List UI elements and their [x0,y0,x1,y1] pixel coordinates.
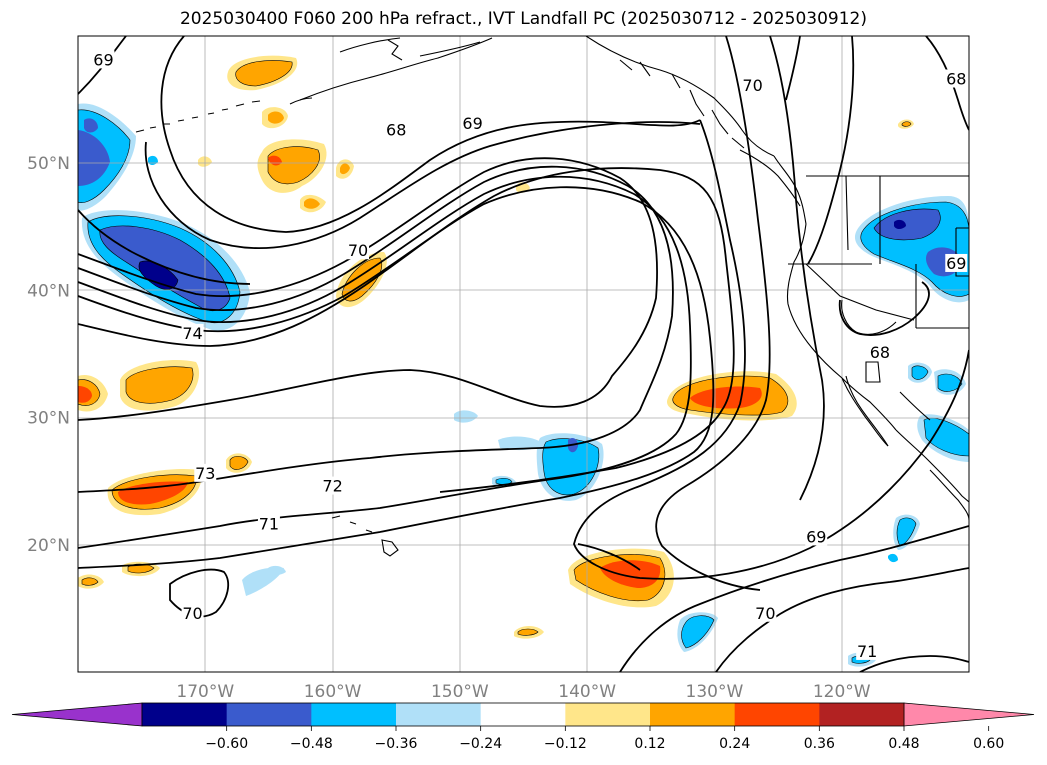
lon-tick-label: 120°W [813,682,871,702]
colorbar-segment [650,703,736,726]
lon-tick-label: 150°W [431,682,489,702]
svg-text:70: 70 [742,76,762,95]
colorbar-tick-label: −0.24 [459,736,502,752]
svg-text:68: 68 [946,70,966,89]
refractivity-contours [78,36,969,672]
coastlines [135,36,969,557]
contour-label: 73 [194,463,217,483]
lon-tick-label: 140°W [558,682,616,702]
colorbar-tick-label: 0.60 [973,736,1004,752]
colorbar-segment [565,703,651,726]
svg-text:69: 69 [462,114,482,133]
colorbar-tick-label: −0.12 [544,736,587,752]
svg-text:68: 68 [386,120,406,139]
contour-label: 69 [805,527,828,546]
lon-tick-label: 170°W [176,682,234,702]
colorbar-segment [734,703,820,726]
contour-label: 69 [461,114,484,133]
contour-label: 68 [945,69,968,89]
lat-tick-label: 20°N [27,536,70,556]
svg-text:68: 68 [870,343,890,362]
lat-tick-label: 50°N [27,154,70,174]
colorbar-tick-label: 0.36 [804,736,835,752]
positive-anomaly-fill [78,55,914,639]
lat-tick-label: 40°N [27,281,70,301]
contour-label: 71 [257,514,280,534]
lat-tick-label: 30°N [27,409,70,429]
contour-label: 70 [741,75,764,95]
contour-labels: 69 68 69 70 68 70 74 69 68 73 72 71 69 70 70 71 [92,50,968,661]
svg-text:72: 72 [322,477,342,496]
colorbar-segment [480,703,566,726]
contour-label: 70 [347,241,370,260]
colorbar-segment [396,703,482,726]
contour-label: 70 [181,603,204,623]
svg-text:69: 69 [946,254,966,273]
svg-text:70: 70 [755,604,775,623]
colorbar-extend-min [11,702,143,727]
svg-text:73: 73 [195,464,215,483]
map-background [78,36,969,672]
colorbar-segment [226,703,312,726]
negative-anomaly-fill [78,103,969,667]
colorbar-tick-label: −0.48 [290,736,333,752]
contour-label: 69 [945,254,968,273]
colorbar-tick-label: −0.60 [205,736,248,752]
colorbar-segment [819,703,905,726]
latitude-labels: 50°N 40°N 30°N 20°N [27,154,70,556]
colorbar-segment [311,703,397,726]
contour-label: 68 [868,343,891,362]
colorbar-tick-label: 0.12 [634,736,665,752]
svg-text:69: 69 [93,50,113,69]
longitude-labels: 170°W 160°W 150°W 140°W 130°W 120°W [176,682,870,702]
chart-title: 2025030400 F060 200 hPa refract., IVT La… [179,9,867,29]
contour-label: 72 [321,476,344,496]
svg-text:71: 71 [857,642,877,661]
map-plot-area [78,36,969,672]
svg-text:71: 71 [259,515,279,534]
map-frame [77,35,970,673]
contour-label: 71 [856,641,879,661]
contour-label: 74 [181,323,204,343]
contour-label: 68 [385,120,408,139]
svg-text:69: 69 [806,527,826,546]
colorbar-tick-label: 0.48 [888,736,919,752]
colorbar-extend-max [903,702,1035,727]
colorbar-segment [142,703,228,726]
lon-tick-label: 130°W [686,682,744,702]
colorbar: −0.60 −0.48 −0.36 −0.24 −0.12 0.12 0.24 0.36 0.4… [11,702,1035,752]
colorbar-tick-label: 0.24 [719,736,750,752]
colorbar-tick-label: −0.36 [375,736,418,752]
lon-tick-label: 160°W [304,682,362,702]
svg-text:70: 70 [182,604,202,623]
svg-text:70: 70 [348,241,368,260]
contour-label: 70 [754,603,777,623]
svg-text:74: 74 [182,324,202,343]
contour-label: 69 [92,50,115,69]
